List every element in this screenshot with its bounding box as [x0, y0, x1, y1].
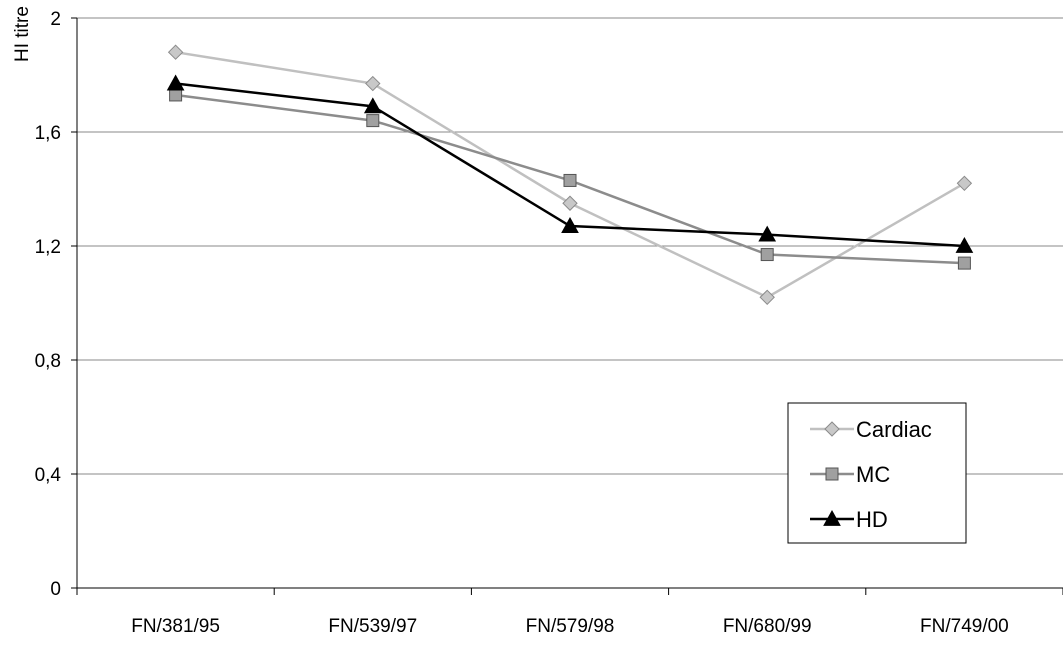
legend-marker — [825, 467, 839, 481]
legend-label: Cardiac — [856, 417, 932, 442]
data-point — [363, 97, 382, 114]
data-point — [166, 74, 185, 91]
data-point — [167, 44, 184, 60]
axes — [71, 17, 1063, 595]
legend: Cardiac MC HD — [787, 402, 967, 544]
y-axis-label: HI titre — [12, 6, 33, 62]
y-tick-label: 1,6 — [35, 123, 61, 144]
series-hd — [166, 74, 974, 253]
data-point — [955, 236, 974, 253]
y-tick-label: 0,4 — [35, 465, 62, 486]
data-point — [956, 175, 973, 192]
x-tick-label: FN/749/00 — [920, 616, 1009, 637]
x-tick-labels: FN/381/95 FN/539/97 FN/579/98 FN/680/99 FN/7… — [131, 616, 1009, 637]
x-tick-label: FN/579/98 — [526, 616, 615, 637]
data-point — [563, 173, 577, 187]
data-point — [760, 248, 774, 262]
x-tick-label: FN/680/99 — [723, 616, 812, 637]
series-mc — [169, 88, 971, 270]
series-lines — [166, 44, 974, 306]
data-point — [562, 195, 578, 211]
y-tick-labels: 0 0,4 0,8 1,2 1,6 2 — [35, 9, 62, 600]
y-tick-label: 1,2 — [35, 237, 61, 258]
data-point — [366, 114, 380, 128]
data-point — [169, 88, 183, 102]
data-point — [561, 217, 579, 233]
y-tick-label: 2 — [50, 9, 61, 30]
legend-marker — [824, 421, 840, 437]
data-point — [758, 225, 777, 242]
legend-item: MC — [810, 462, 890, 487]
legend-label: MC — [856, 462, 890, 487]
legend-label: HD — [856, 507, 888, 532]
data-point — [759, 289, 775, 306]
legend-item: Cardiac — [810, 417, 932, 442]
data-point — [957, 256, 971, 270]
x-tick-label: FN/381/95 — [131, 616, 220, 637]
data-point — [365, 75, 381, 92]
legend-item: HD — [810, 507, 888, 532]
y-tick-label: 0 — [50, 579, 61, 600]
series-cardiac — [167, 44, 973, 306]
x-tick-label: FN/539/97 — [328, 616, 417, 637]
legend-marker — [823, 509, 841, 526]
y-tick-label: 0,8 — [35, 351, 61, 372]
